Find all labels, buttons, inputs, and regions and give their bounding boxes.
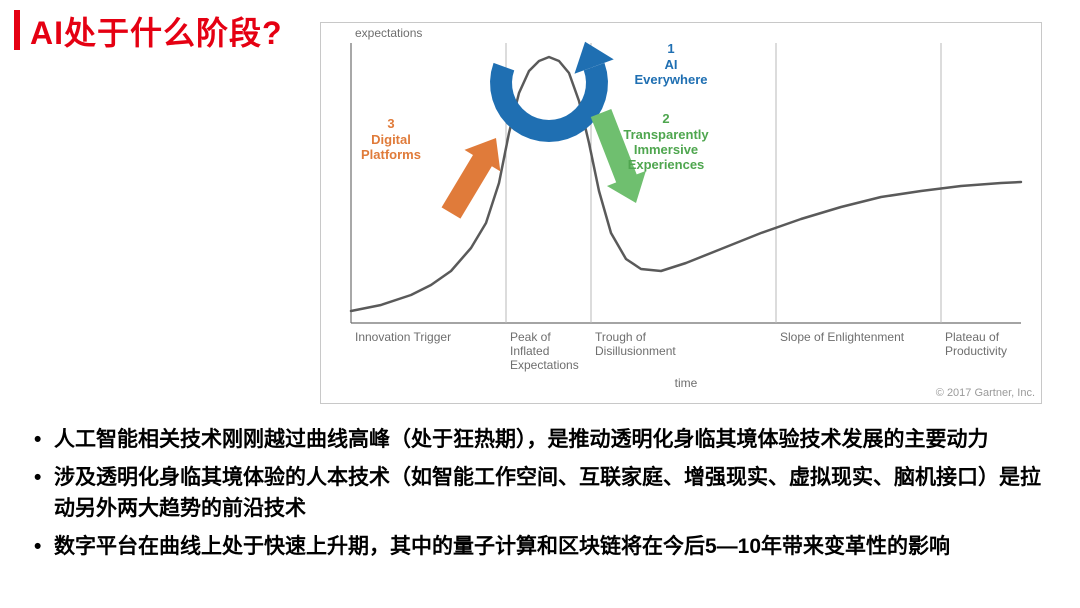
svg-text:2: 2 [662,111,669,126]
svg-text:Plateau of: Plateau of [945,330,1000,344]
svg-text:Slope of Enlightenment: Slope of Enlightenment [780,330,905,344]
bullet-item: 数字平台在曲线上处于快速上升期，其中的量子计算和区块链将在今后5—10年带来变革… [30,532,1050,562]
svg-text:Peak of: Peak of [510,330,551,344]
svg-text:Trough of: Trough of [595,330,647,344]
svg-text:Digital: Digital [371,132,411,147]
slide-title: AI处于什么阶段? [30,8,283,54]
bullet-list: 人工智能相关技术刚刚越过曲线高峰（处于狂热期），是推动透明化身临其境体验技术发展… [30,425,1050,571]
svg-text:Expectations: Expectations [510,358,579,372]
slide: AI处于什么阶段? expectations Innovation Trigger… [0,0,1080,608]
svg-text:Inflated: Inflated [510,344,549,358]
chart-copyright: © 2017 Gartner, Inc. [936,387,1035,399]
svg-text:Disillusionment: Disillusionment [595,344,676,358]
svg-text:Innovation Trigger: Innovation Trigger [355,330,451,344]
svg-text:expectations: expectations [355,26,422,40]
svg-text:Platforms: Platforms [361,147,421,162]
svg-text:Everywhere: Everywhere [635,72,708,87]
title-accent-bar [14,10,20,50]
bullet-item: 涉及透明化身临其境体验的人本技术（如智能工作空间、互联家庭、增强现实、虚拟现实、… [30,463,1050,524]
svg-text:Immersive: Immersive [634,142,698,157]
svg-text:Experiences: Experiences [628,157,705,172]
hype-cycle-chart: expectations Innovation Trigger Peak ofInf… [320,22,1042,404]
svg-text:AI: AI [665,57,678,72]
svg-text:Productivity: Productivity [945,344,1007,358]
svg-text:1: 1 [667,41,674,56]
hype-cycle-svg: expectations Innovation Trigger Peak ofInf… [321,23,1041,403]
bullet-item: 人工智能相关技术刚刚越过曲线高峰（处于狂热期），是推动透明化身临其境体验技术发展… [30,425,1050,455]
svg-text:3: 3 [387,116,394,131]
svg-text:Transparently: Transparently [623,127,709,142]
svg-text:time: time [675,376,698,390]
